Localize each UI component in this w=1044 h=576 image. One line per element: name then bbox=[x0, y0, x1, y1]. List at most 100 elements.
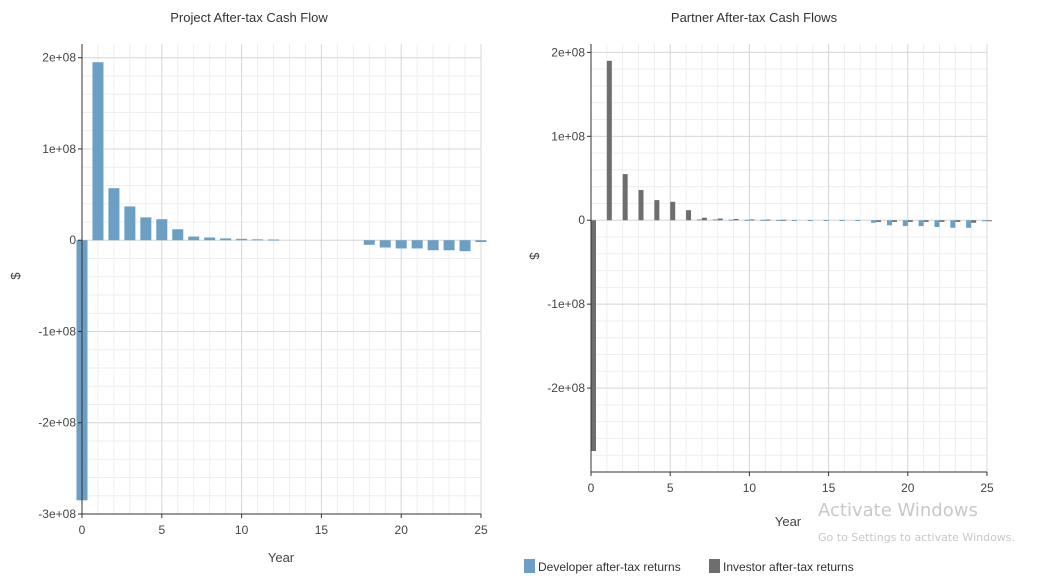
bar bbox=[140, 217, 152, 241]
bar bbox=[591, 220, 596, 452]
bar bbox=[839, 219, 845, 221]
bar bbox=[902, 220, 908, 227]
bar bbox=[876, 220, 882, 222]
bar bbox=[744, 219, 750, 221]
bar bbox=[220, 238, 232, 241]
bar bbox=[971, 220, 977, 223]
bar bbox=[891, 220, 897, 222]
bars bbox=[76, 62, 487, 501]
bar bbox=[92, 62, 104, 241]
legend: Developer after-tax returns Investor aft… bbox=[524, 559, 854, 574]
chart-title: Partner After-tax Cash Flows bbox=[671, 10, 838, 25]
bar bbox=[686, 210, 692, 221]
x-tick-label: 10 bbox=[235, 523, 249, 537]
x-tick-label: 0 bbox=[79, 523, 86, 537]
bars bbox=[591, 60, 992, 452]
legend-label-investor: Investor after-tax returns bbox=[723, 560, 854, 574]
bar bbox=[252, 239, 264, 241]
x-tick-label: 5 bbox=[158, 523, 165, 537]
bar bbox=[670, 201, 676, 221]
bar bbox=[776, 219, 782, 221]
y-tick-label: -1e+08 bbox=[547, 297, 585, 311]
bar bbox=[622, 174, 628, 221]
x-axis-label: Year bbox=[268, 550, 295, 565]
x-tick-label: 15 bbox=[315, 523, 329, 537]
bar bbox=[638, 190, 644, 221]
bar bbox=[188, 236, 200, 241]
watermark-subtitle: Go to Settings to activate Windows. bbox=[818, 531, 1016, 544]
watermark-title: Activate Windows bbox=[818, 500, 978, 521]
bar bbox=[923, 220, 929, 222]
legend-label-developer: Developer after-tax returns bbox=[538, 560, 681, 574]
bar bbox=[871, 220, 877, 223]
bar bbox=[475, 240, 487, 243]
bar bbox=[427, 240, 439, 251]
bar bbox=[696, 219, 702, 221]
bar bbox=[966, 220, 972, 228]
bar bbox=[791, 219, 797, 221]
bar bbox=[934, 220, 940, 227]
chart-axes: 0 5 10 15 20 25 2e+08 1e+08 0 -1e+08 -2e+08 bbox=[547, 44, 994, 495]
y-tick-label: -2e+08 bbox=[547, 381, 585, 395]
x-tick-label: 20 bbox=[901, 481, 915, 495]
bar bbox=[717, 218, 723, 221]
bar bbox=[886, 220, 892, 226]
bar bbox=[363, 240, 375, 245]
bar bbox=[108, 188, 120, 241]
chart-grid bbox=[81, 44, 482, 515]
y-tick-label: 1e+08 bbox=[42, 142, 76, 156]
bar bbox=[728, 219, 734, 221]
bar bbox=[955, 220, 961, 222]
bar bbox=[807, 219, 813, 221]
windows-activation-watermark: Activate Windows Go to Settings to activ… bbox=[818, 500, 1015, 544]
legend-swatch-investor bbox=[709, 559, 720, 573]
chart-grid bbox=[590, 44, 988, 473]
y-tick-label: 1e+08 bbox=[551, 129, 585, 143]
project-cash-flow-chart: Project After-tax Cash Flow 0 5 10 15 20 25 2e… bbox=[8, 10, 488, 565]
x-tick-label: 20 bbox=[395, 523, 409, 537]
bar bbox=[701, 217, 707, 221]
bar bbox=[379, 240, 391, 248]
bar bbox=[236, 238, 248, 241]
bar bbox=[443, 240, 455, 251]
y-tick-label: 0 bbox=[578, 213, 585, 227]
x-tick-label: 25 bbox=[474, 523, 488, 537]
y-tick-label: -3e+08 bbox=[38, 507, 76, 521]
partner-cash-flows-chart: Partner After-tax Cash Flows 0 5 10 15 20 25 2… bbox=[524, 10, 994, 574]
bar bbox=[781, 219, 787, 221]
legend-swatch-developer bbox=[524, 559, 535, 573]
x-tick-label: 10 bbox=[743, 481, 757, 495]
chart-title: Project After-tax Cash Flow bbox=[170, 10, 328, 25]
bar bbox=[268, 239, 280, 241]
bar bbox=[950, 220, 956, 228]
y-tick-label: 2e+08 bbox=[42, 51, 76, 65]
x-tick-label: 25 bbox=[980, 481, 994, 495]
bar bbox=[124, 206, 136, 241]
bar bbox=[712, 219, 718, 221]
bar bbox=[606, 60, 612, 221]
bar bbox=[907, 220, 913, 222]
x-tick-label: 0 bbox=[588, 481, 595, 495]
bar bbox=[204, 237, 216, 241]
y-tick-label: 0 bbox=[69, 233, 76, 247]
chart-axes: 0 5 10 15 20 25 2e+08 1e+08 0 -1e+08 -2e+08 -3e+08 bbox=[38, 44, 488, 537]
bar bbox=[765, 219, 771, 221]
bar bbox=[411, 240, 423, 249]
bar bbox=[982, 220, 987, 222]
bar bbox=[654, 200, 660, 221]
y-tick-label: 2e+08 bbox=[551, 45, 585, 59]
x-tick-label: 5 bbox=[667, 481, 674, 495]
bar bbox=[156, 219, 168, 241]
y-tick-label: -1e+08 bbox=[38, 324, 76, 338]
x-axis-label: Year bbox=[775, 514, 802, 529]
bar bbox=[939, 220, 945, 222]
bar bbox=[733, 218, 739, 221]
bar bbox=[395, 240, 407, 249]
bar bbox=[855, 219, 861, 221]
y-axis-label: $ bbox=[8, 272, 23, 280]
bar bbox=[172, 229, 184, 241]
y-tick-label: -2e+08 bbox=[38, 416, 76, 430]
bar bbox=[987, 220, 992, 222]
bar bbox=[823, 219, 829, 221]
bar bbox=[749, 219, 755, 221]
